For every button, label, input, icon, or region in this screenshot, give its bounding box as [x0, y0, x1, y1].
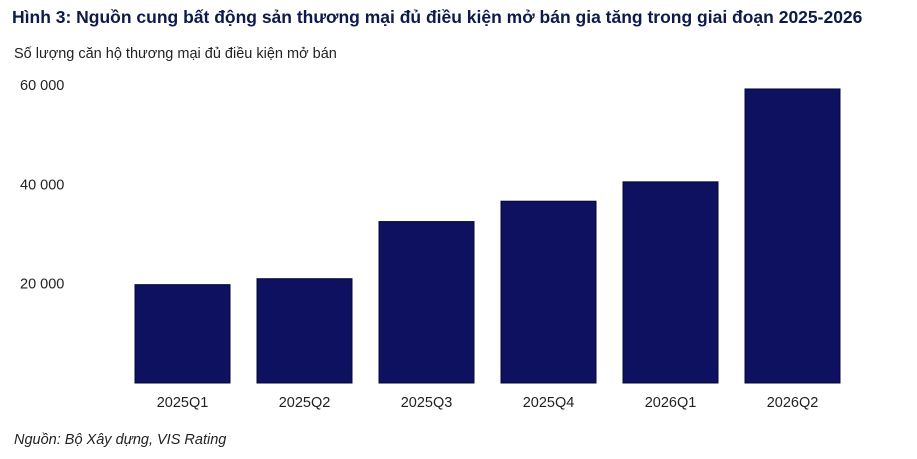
bar-2025Q1 — [134, 284, 231, 384]
bar-2026Q2 — [744, 88, 841, 384]
bar-2026Q1 — [622, 181, 719, 384]
chart-title: Hình 3: Nguồn cung bất động sản thương m… — [12, 7, 863, 27]
y-tick-label: 20 000 — [20, 277, 64, 293]
x-tick-label: 2026Q1 — [645, 395, 697, 411]
x-tick-label: 2025Q3 — [401, 395, 453, 411]
y-tick-label: 40 000 — [20, 177, 64, 193]
bar-2025Q4 — [500, 200, 597, 384]
x-tick-label: 2025Q2 — [279, 395, 331, 411]
source-note: Nguồn: Bộ Xây dựng, VIS Rating — [14, 432, 227, 448]
x-tick-label: 2025Q1 — [157, 395, 209, 411]
y-tick-label: 60 000 — [20, 78, 64, 94]
y-axis-label: Số lượng căn hộ thương mại đủ điều kiện … — [14, 46, 337, 62]
x-tick-label: 2026Q2 — [767, 395, 819, 411]
bar-2025Q2 — [256, 278, 353, 384]
bar-2025Q3 — [378, 221, 475, 384]
x-tick-label: 2025Q4 — [523, 395, 575, 411]
